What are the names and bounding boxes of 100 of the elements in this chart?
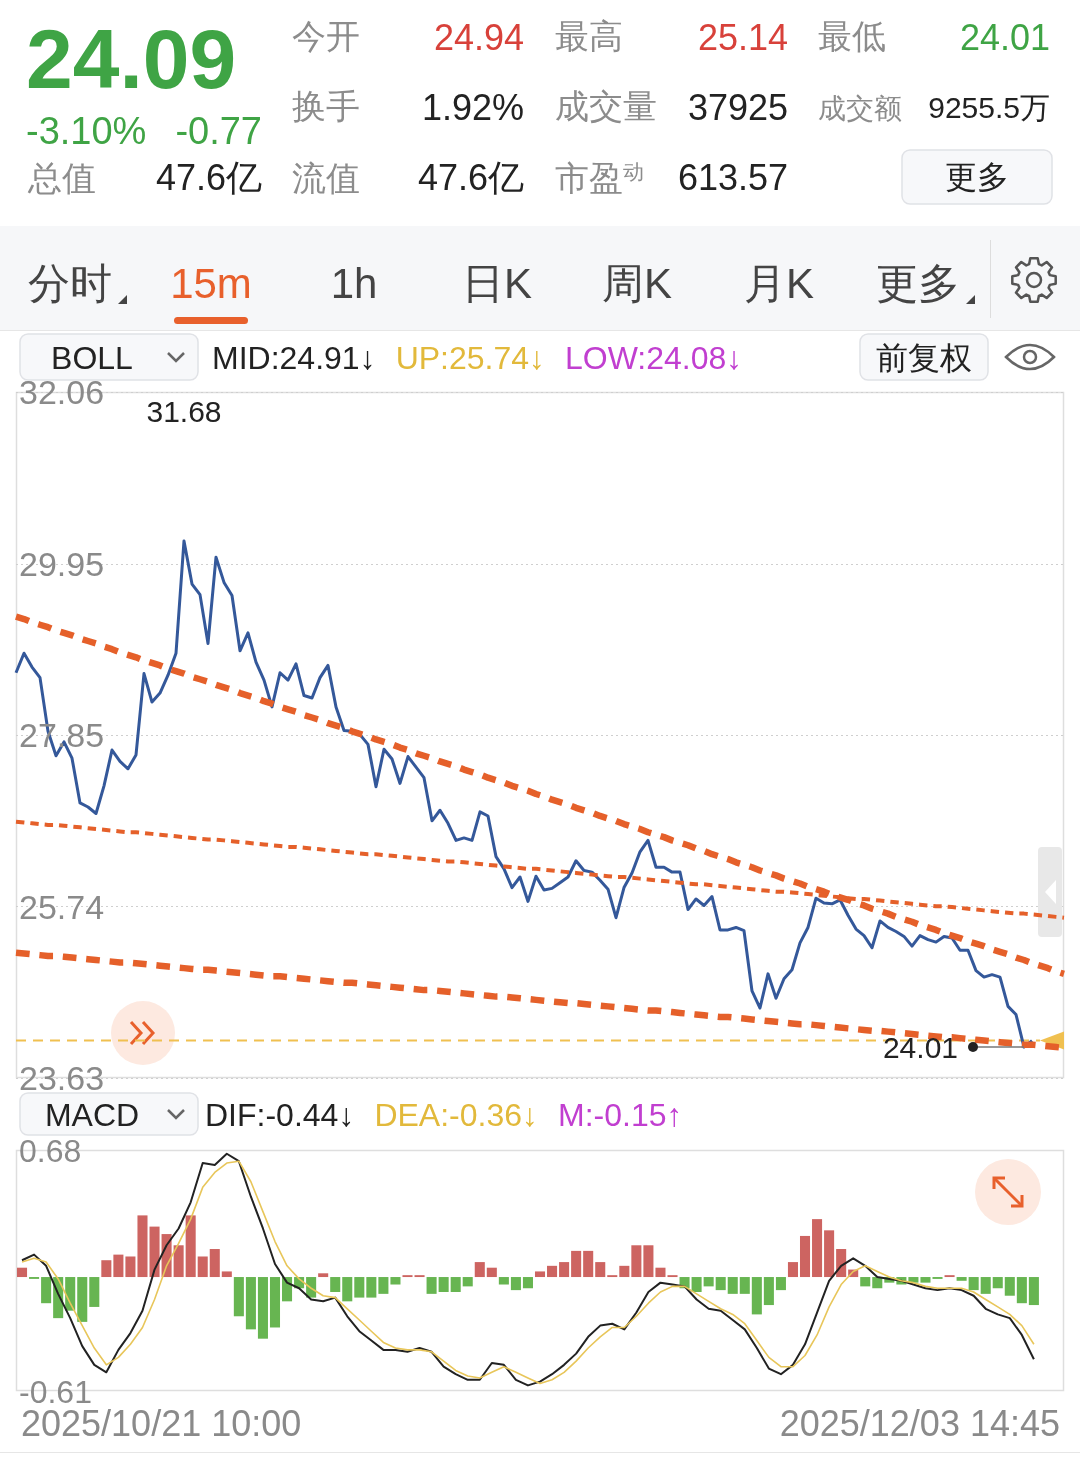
text: 最低 [818,17,886,55]
bar [245,1277,256,1330]
tab-label: 15m [170,260,252,307]
bar [872,1277,883,1289]
annotation: 24.01 [882,1031,958,1065]
bar [824,1230,835,1278]
bar [77,1277,88,1322]
bar [438,1277,449,1292]
bar [89,1277,100,1307]
text: 24.09 [26,12,237,106]
bar [149,1226,160,1278]
bar [390,1277,401,1285]
bar [1028,1277,1039,1306]
bar [257,1277,268,1339]
bar [41,1277,52,1304]
text: UP:25.74↓ [395,340,546,376]
text: 总值 [27,159,96,197]
bar [125,1256,136,1278]
bar [462,1277,473,1287]
tab-label: 更多 [876,260,960,307]
text: DIF:-0.44↓ [205,1097,355,1133]
bar [221,1271,232,1278]
y-tick-label: 25.74 [19,887,105,926]
bar [571,1250,582,1278]
bar [775,1277,786,1291]
bar [956,1277,967,1281]
bar [980,1277,991,1294]
text: 今开 [292,17,360,55]
bar [547,1265,558,1278]
bar [703,1277,714,1287]
axis-label: 2025/12/03 14:45 [779,1403,1060,1444]
bar [631,1245,642,1278]
bar [366,1277,377,1298]
bar [378,1277,389,1294]
bar [1004,1277,1015,1296]
bar [619,1265,630,1278]
bar [173,1245,184,1278]
tab-label: 日K [462,260,532,307]
text: 24.01 [959,17,1050,58]
bar [559,1262,570,1278]
y-tick-label: 29.95 [19,544,105,583]
bar [209,1249,220,1278]
bar [812,1219,823,1278]
bar [498,1277,509,1285]
bar [992,1277,1003,1289]
text: 9255.5万 [928,91,1050,124]
bar [510,1277,521,1291]
bar [101,1260,112,1278]
text: 流值 [292,159,360,197]
bar [643,1245,654,1278]
text: 成交额 [818,93,902,124]
text: 市盈$^{动}$ [555,159,644,197]
text: -0.77 [175,110,262,152]
button: 更多 [901,149,1053,205]
annotation: 31.68 [146,395,222,428]
dropdown: MACD [19,1092,199,1136]
bar [197,1256,208,1278]
bar [474,1262,485,1278]
text: M:-0.15↑ [558,1097,683,1133]
dropdown: BOLL [19,333,199,381]
bar [426,1277,437,1294]
bar [233,1277,244,1317]
text: 换手 [292,87,360,125]
bar [727,1277,738,1294]
bar [583,1250,594,1278]
bar [269,1277,281,1328]
bar [787,1262,798,1278]
text: 47.6亿 [155,157,262,198]
bar [715,1277,726,1291]
bar [595,1262,606,1278]
bar [763,1277,774,1306]
text: MID:24.91↓ [212,340,376,376]
text: 最高 [555,17,623,55]
text: 613.57 [677,157,788,198]
bar [799,1235,811,1278]
bar [655,1267,666,1278]
text: 47.6亿 [417,157,524,198]
bar [534,1271,546,1278]
text: 24.94 [433,17,524,58]
text: DEA:-0.36↓ [374,1097,538,1133]
tab-label: 1h [330,260,378,307]
bar [137,1215,148,1278]
bar [1016,1277,1027,1304]
bar [691,1277,702,1292]
text: -3.10% [26,110,147,152]
bar [318,1273,329,1278]
button: 前复权 [859,333,989,381]
bar [354,1277,365,1298]
bar [450,1277,461,1292]
tab-label: 周K [602,260,672,307]
text: 1.92% [421,87,524,128]
bar [185,1215,196,1278]
text: LOW:24.08↓ [565,340,743,376]
bar [342,1277,353,1302]
bar [17,1267,28,1278]
tab-label: 分时 [28,260,112,307]
text: 成交量 [555,87,657,125]
bar [486,1267,497,1278]
bar [860,1277,871,1287]
bar [968,1277,979,1291]
